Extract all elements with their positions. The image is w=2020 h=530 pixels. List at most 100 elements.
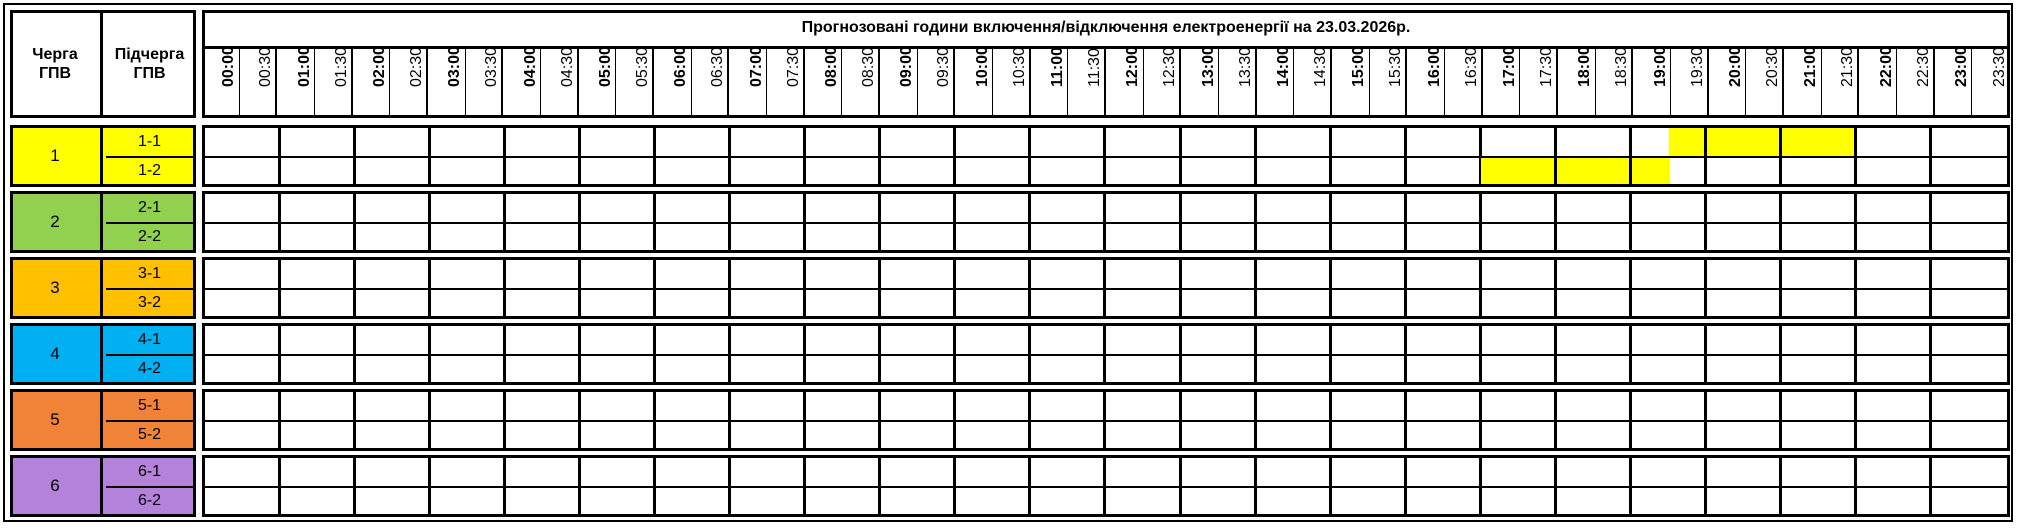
power-slot [731,128,769,156]
power-slot [1406,486,1445,514]
power-slot [505,420,544,448]
power-slot [1256,260,1294,288]
time-slot-header: 14:00 [1257,46,1295,115]
power-slot [430,392,468,420]
power-slot [318,194,356,222]
power-slot [1819,486,1858,514]
power-slot [955,486,994,514]
power-slot [843,128,882,156]
power-slot [1894,222,1933,250]
power-slot [1031,194,1069,222]
power-slot [1331,194,1369,222]
power-slot [392,420,431,448]
power-slot [618,260,656,288]
power-slot [280,156,319,184]
power-slot [1443,222,1482,250]
power-slot [1632,458,1670,486]
power-slot [1969,128,2007,156]
power-slot [543,194,581,222]
power-slot [1218,222,1257,250]
power-slot [355,392,393,420]
power-slot [1857,458,1895,486]
power-slot [318,392,356,420]
power-slot [1481,288,1520,316]
power-slot [805,288,844,316]
time-slot-header: 17:30 [1520,47,1558,115]
outage-slot [1518,156,1557,184]
power-slot [880,288,919,316]
power-slot [1181,458,1219,486]
time-label: 19:30 [1688,46,1706,87]
power-slot [1219,260,1257,288]
time-slot-header: 04:00 [503,46,541,115]
power-slot [1519,392,1557,420]
power-slot [355,128,393,156]
power-slot [1030,486,1069,514]
power-slot [1068,288,1107,316]
power-slot [693,222,732,250]
power-slot [1819,326,1858,354]
power-slot [1932,326,1970,354]
power-slot [1068,354,1107,382]
power-slot [318,128,356,156]
power-slot [1894,128,1933,156]
queue-header: Черга ГПВ [10,10,103,118]
power-slot [1744,260,1783,288]
power-slot [1519,326,1557,354]
power-slot [993,288,1032,316]
schedule-frame [3,3,2013,522]
power-slot [580,392,618,420]
power-slot [430,420,469,448]
time-label: 11:00 [1048,46,1066,87]
power-slot [768,194,807,222]
power-slot [1932,392,1970,420]
outage-slot [1556,156,1595,184]
power-slot [355,486,394,514]
power-slot [731,392,769,420]
power-slot [1068,458,1107,486]
power-slot [1443,156,1482,184]
power-slot [1781,354,1820,382]
power-slot [693,458,732,486]
power-slot [580,194,618,222]
power-slot [618,392,656,420]
power-slot [205,194,243,222]
power-slot [1594,194,1633,222]
power-slot [1706,156,1745,184]
power-slot [542,222,581,250]
power-slot [1218,420,1257,448]
power-slot [1744,392,1783,420]
power-slot [1594,326,1633,354]
time-label: 18:00 [1576,46,1594,87]
power-slot [543,128,581,156]
time-label: 05:00 [596,46,614,87]
power-slot [918,194,957,222]
power-slot [768,156,807,184]
power-slot [918,458,957,486]
power-slot [1819,354,1858,382]
power-slot [1969,260,2007,288]
power-slot [1632,260,1670,288]
power-slot [1931,420,1970,448]
power-slot [1481,194,1519,222]
power-slot [955,156,994,184]
power-slot [1068,260,1107,288]
power-slot [955,420,994,448]
power-slot [918,260,957,288]
power-slot [505,260,543,288]
power-slot [1669,354,1708,382]
power-slot [1144,128,1182,156]
power-slot [1932,128,1970,156]
power-slot [617,222,656,250]
power-slot [1106,156,1145,184]
power-slot [1031,392,1069,420]
time-label: 21:00 [1802,46,1820,87]
power-slot [1481,260,1519,288]
time-slot-header: 06:30 [692,47,730,115]
power-slot [1030,354,1069,382]
power-slot [1518,354,1557,382]
power-slot [1406,288,1445,316]
power-slot [430,458,468,486]
power-slot [1369,392,1407,420]
power-slot [806,326,844,354]
